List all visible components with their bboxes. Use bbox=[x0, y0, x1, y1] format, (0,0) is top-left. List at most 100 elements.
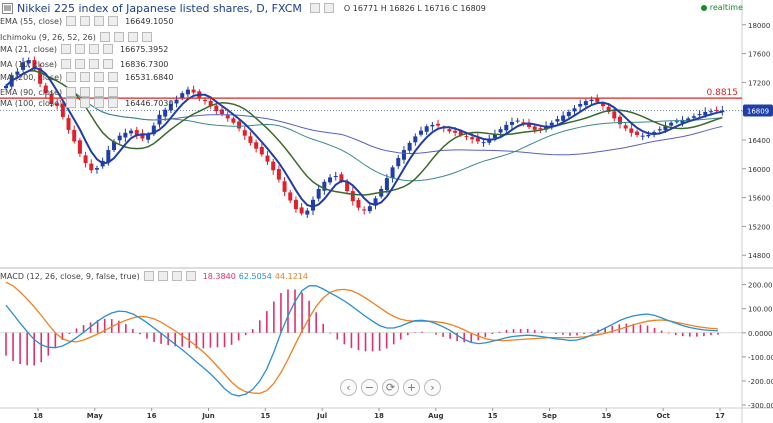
candle-body bbox=[657, 129, 662, 131]
candle-body bbox=[617, 116, 622, 125]
indicator-name: MA (21, close) bbox=[0, 44, 58, 54]
current-price-tag bbox=[743, 104, 773, 117]
macd-add-icon[interactable] bbox=[171, 271, 182, 281]
candle-body bbox=[475, 138, 480, 142]
candle-body bbox=[589, 99, 594, 102]
time-tick-label: 18 bbox=[374, 412, 384, 420]
indicator-add-icon[interactable] bbox=[89, 59, 100, 69]
candle-body bbox=[248, 136, 253, 143]
collapse-icon[interactable]: ▤ bbox=[2, 2, 13, 14]
candle-body bbox=[691, 116, 696, 118]
indicator-lock-icon[interactable] bbox=[80, 72, 91, 82]
candle-body bbox=[464, 136, 469, 138]
indicator-value: 16446.7030 bbox=[125, 98, 174, 108]
candle-body bbox=[390, 167, 395, 179]
candle-body bbox=[578, 104, 583, 107]
macd-value-histogram: 18.3840 bbox=[202, 271, 236, 281]
indicator-settings-icon[interactable] bbox=[66, 87, 77, 97]
indicator-add-icon[interactable] bbox=[94, 87, 105, 97]
candle-body bbox=[26, 60, 31, 64]
candle-body bbox=[174, 99, 179, 104]
candle-body bbox=[259, 146, 264, 155]
indicator-row: EMA (55, close) 16649.1050 bbox=[0, 16, 173, 26]
candle-body bbox=[583, 101, 588, 106]
indicator-lock-icon[interactable] bbox=[113, 32, 124, 42]
candle-body bbox=[492, 134, 497, 138]
indicator-lock-icon[interactable] bbox=[80, 98, 91, 108]
candle-body bbox=[538, 128, 543, 130]
settings-icon[interactable] bbox=[309, 3, 320, 13]
candle-body bbox=[686, 118, 691, 121]
indicator-settings-icon[interactable] bbox=[61, 44, 72, 54]
candle-body bbox=[185, 89, 190, 95]
zoom-out-button[interactable]: − bbox=[361, 379, 378, 396]
candle-body bbox=[220, 109, 225, 115]
indicator-close-icon[interactable] bbox=[141, 32, 152, 42]
indicator-add-icon[interactable] bbox=[94, 16, 105, 26]
macd-tick-label: 0.0000 bbox=[748, 330, 773, 338]
candle-body bbox=[527, 123, 532, 128]
macd-tick-label: -200.000 bbox=[748, 378, 773, 386]
candle-body bbox=[680, 119, 685, 124]
price-tick-label: 16400 bbox=[748, 137, 770, 145]
indicator-settings-icon[interactable] bbox=[66, 72, 77, 82]
live-dot-icon bbox=[700, 4, 707, 11]
indicator-row: MA (10, close) 16836.7300 bbox=[0, 59, 168, 69]
indicator-close-icon[interactable] bbox=[108, 72, 119, 82]
time-tick-label: Aug bbox=[428, 412, 443, 420]
zoom-in-button[interactable]: + bbox=[403, 379, 420, 396]
candle-body bbox=[55, 103, 60, 106]
macd-legend: MACD (12, 26, close, 9, false, true) 18.… bbox=[0, 271, 308, 281]
candle-body bbox=[339, 174, 344, 182]
indicator-lock-icon[interactable] bbox=[80, 16, 91, 26]
candle-body bbox=[629, 128, 634, 133]
indicator-close-icon[interactable] bbox=[103, 59, 114, 69]
candle-body bbox=[237, 121, 242, 129]
macd-line bbox=[5, 285, 719, 397]
candle-body bbox=[373, 198, 378, 206]
macd-tick-label: -300.000 bbox=[748, 402, 773, 410]
indicator-close-icon[interactable] bbox=[103, 44, 114, 54]
indicator-settings-icon[interactable] bbox=[66, 98, 77, 108]
indicator-name: Ichimoku (9, 26, 52, 26) bbox=[0, 32, 96, 42]
reset-zoom-button[interactable]: ⟳ bbox=[382, 379, 399, 396]
indicator-row: Ichimoku (9, 26, 52, 26) bbox=[0, 32, 159, 42]
time-tick-label: Jul bbox=[316, 412, 327, 420]
macd-settings-icon[interactable] bbox=[143, 271, 154, 281]
chevron-right-icon: › bbox=[430, 381, 435, 394]
candle-body bbox=[600, 103, 605, 107]
candle-body bbox=[606, 106, 611, 112]
indicator-add-icon[interactable] bbox=[89, 44, 100, 54]
indicator-settings-icon[interactable] bbox=[99, 32, 110, 42]
indicator-close-icon[interactable] bbox=[108, 98, 119, 108]
macd-tick-label: 200.000 bbox=[748, 282, 773, 290]
indicator-lock-icon[interactable] bbox=[75, 44, 86, 54]
candle-body bbox=[436, 123, 441, 126]
macd-close-icon[interactable] bbox=[185, 271, 196, 281]
scroll-right-button[interactable]: › bbox=[424, 379, 441, 396]
candle-body bbox=[94, 168, 99, 170]
ma21-line bbox=[5, 70, 723, 196]
candle-body bbox=[328, 177, 333, 183]
candle-body bbox=[646, 134, 651, 137]
indicator-add-icon[interactable] bbox=[127, 32, 138, 42]
indicator-settings-icon[interactable] bbox=[61, 59, 72, 69]
chart-header: ▤ Nikkei 225 index of Japanese listed sh… bbox=[0, 0, 486, 16]
candle-body bbox=[669, 122, 674, 126]
time-tick-label: May bbox=[87, 412, 103, 420]
indicator-add-icon[interactable] bbox=[94, 72, 105, 82]
indicator-name: MA (100, close) bbox=[0, 98, 63, 108]
candle-body bbox=[561, 115, 566, 121]
candle-body bbox=[504, 124, 509, 131]
candle-body bbox=[697, 114, 702, 116]
indicator-close-icon[interactable] bbox=[108, 16, 119, 26]
scroll-left-button[interactable]: ‹ bbox=[340, 379, 357, 396]
indicator-settings-icon[interactable] bbox=[66, 16, 77, 26]
lock-icon[interactable] bbox=[323, 3, 334, 13]
candle-body bbox=[180, 93, 185, 98]
indicator-add-icon[interactable] bbox=[94, 98, 105, 108]
indicator-lock-icon[interactable] bbox=[80, 87, 91, 97]
indicator-lock-icon[interactable] bbox=[75, 59, 86, 69]
indicator-close-icon[interactable] bbox=[108, 87, 119, 97]
macd-lock-icon[interactable] bbox=[157, 271, 168, 281]
